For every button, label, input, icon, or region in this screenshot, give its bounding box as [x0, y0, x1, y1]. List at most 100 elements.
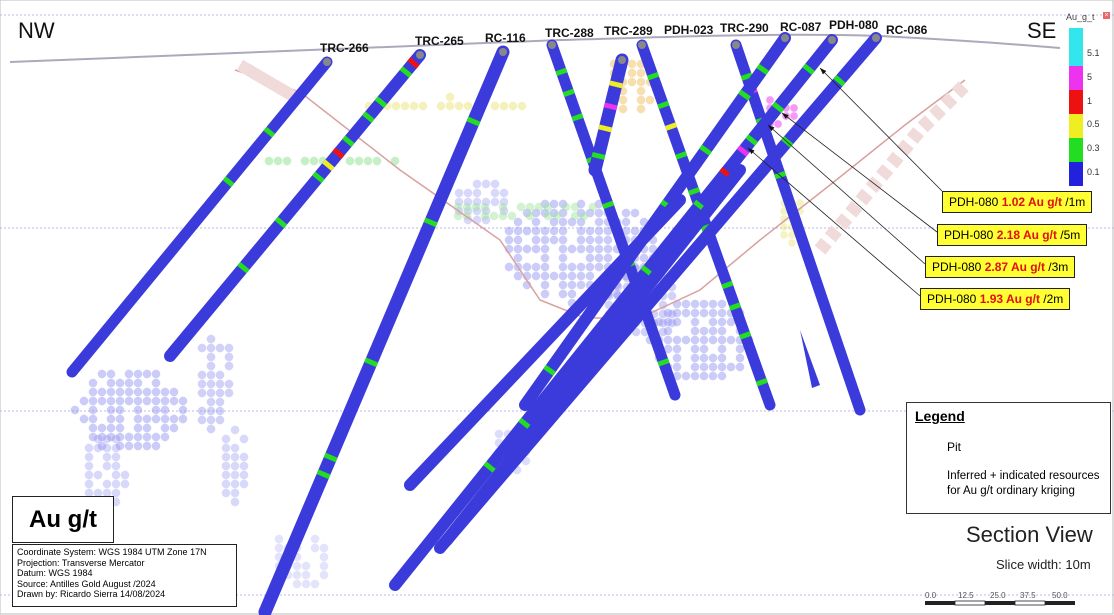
drillhole-trace: [258, 45, 510, 615]
resource-block: [796, 199, 804, 207]
resource-block: [418, 101, 428, 111]
resource-block: [133, 405, 143, 415]
resource-block: [230, 443, 240, 453]
grade-interval: [466, 116, 481, 127]
resource-block: [206, 370, 216, 380]
resource-block: [570, 202, 580, 212]
resource-block: [540, 253, 550, 263]
resource-block: [111, 461, 121, 471]
resource-block: [84, 461, 94, 471]
resource-block: [585, 253, 595, 263]
drillhole-trace: [588, 53, 629, 177]
pit-wall-shading: [236, 59, 304, 106]
resource-block: [522, 226, 532, 236]
resource-block: [558, 271, 568, 281]
drillhole-trace: [730, 39, 866, 416]
drillhole[interactable]: [588, 53, 629, 177]
resource-block: [88, 387, 98, 397]
resource-block: [663, 308, 673, 318]
resource-block: [585, 208, 595, 218]
resource-block: [111, 452, 121, 462]
resource-block: [292, 579, 302, 589]
resource-block: [594, 199, 604, 209]
resource-block: [354, 156, 364, 166]
resource-block: [699, 308, 709, 318]
grade-interval: [719, 167, 732, 179]
resource-block: [504, 235, 514, 245]
resource-block: [93, 470, 103, 480]
resource-block: [594, 244, 604, 254]
resource-block: [540, 226, 550, 236]
resource-block: [481, 206, 491, 216]
resource-block: [115, 423, 125, 433]
legend-title: Legend: [915, 408, 965, 424]
resource-block: [215, 388, 225, 398]
close-icon[interactable]: ×: [1103, 12, 1110, 19]
collar-marker: [323, 58, 331, 66]
drillhole-stub: [800, 330, 820, 388]
resource-block: [549, 217, 559, 227]
resource-block: [658, 300, 668, 310]
resource-block: [672, 353, 682, 363]
drillhole[interactable]: [164, 49, 426, 362]
map-info-box: Coordinate System: WGS 1984 UTM Zone 17N…: [12, 544, 237, 607]
resource-block: [708, 353, 718, 363]
scale-swatch: [1069, 138, 1083, 162]
resource-block: [735, 353, 745, 363]
grade-interval: [739, 331, 752, 340]
resource-block: [221, 479, 231, 489]
callout-hole: PDH-080: [932, 260, 982, 274]
grade-interval: [598, 124, 613, 133]
resource-block: [206, 415, 216, 425]
resource-block: [672, 317, 682, 327]
collar-marker: [548, 41, 556, 49]
drillhole[interactable]: [258, 45, 510, 615]
resource-block: [178, 405, 188, 415]
resource-block: [576, 217, 586, 227]
resource-block: [531, 235, 541, 245]
resource-block: [540, 262, 550, 272]
arrowhead: [820, 68, 827, 75]
resource-block: [151, 378, 161, 388]
resource-block: [230, 488, 240, 498]
resource-block: [618, 95, 628, 105]
resource-block: [472, 206, 482, 216]
resource-block: [124, 378, 134, 388]
resource-block: [88, 432, 98, 442]
callout-value: 2.18 Au g/t: [996, 228, 1057, 242]
resource-block: [472, 188, 482, 198]
scale-label: 0.3: [1087, 143, 1100, 153]
resource-block: [124, 396, 134, 406]
resource-block: [221, 443, 231, 453]
drillhole[interactable]: [389, 34, 838, 591]
grade-interval: [688, 187, 701, 196]
resource-block: [549, 235, 559, 245]
resource-block: [169, 423, 179, 433]
resource-block: [292, 570, 302, 580]
resource-block: [215, 343, 225, 353]
resource-block: [667, 291, 677, 301]
resource-block: [558, 199, 568, 209]
resource-block: [788, 239, 796, 247]
resource-block: [639, 253, 649, 263]
resource-block: [708, 371, 718, 381]
resource-block: [681, 308, 691, 318]
resource-block: [111, 434, 121, 444]
resource-block: [310, 543, 320, 553]
grade-interval: [222, 176, 235, 188]
resource-block: [239, 479, 249, 489]
drillhole[interactable]: [66, 56, 333, 378]
resource-block: [142, 441, 152, 451]
grade-color-scale: Au_g_t × 5.1 5 1 0.5 0.3 0.1: [1062, 12, 1110, 192]
resource-block: [504, 262, 514, 272]
resource-block: [319, 552, 329, 562]
hole-label: TRC-290: [720, 21, 769, 35]
drillhole[interactable]: [636, 39, 776, 411]
resource-block: [120, 470, 130, 480]
resource-block: [636, 95, 646, 105]
hole-label: TRC-266: [320, 41, 369, 55]
grade-interval: [609, 80, 623, 89]
resource-block: [576, 271, 586, 281]
resource-block: [454, 101, 464, 111]
resource-block: [106, 423, 116, 433]
